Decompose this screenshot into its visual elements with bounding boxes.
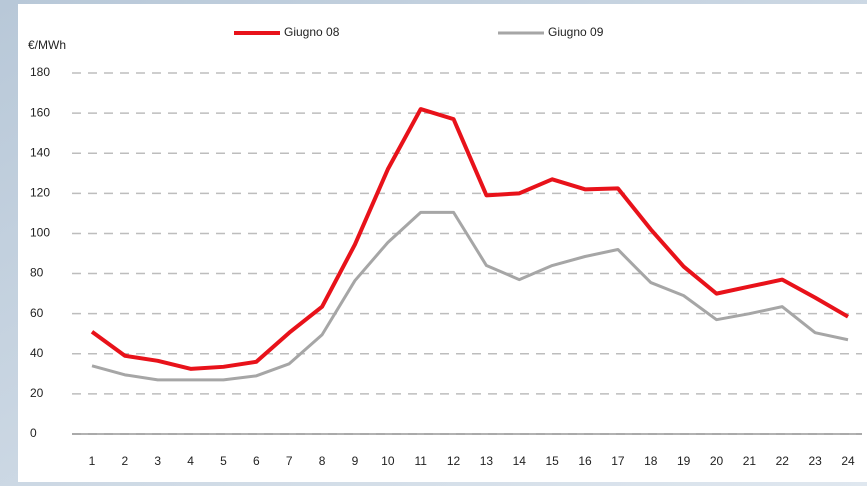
y-axis-label: €/MWh [28,38,66,52]
x-tick-label: 1 [89,454,96,468]
x-tick-label: 22 [776,454,790,468]
y-tick-label: 140 [30,145,50,159]
x-tick-label: 2 [122,454,129,468]
x-tick-label: 13 [480,454,494,468]
y-tick-label: 80 [30,266,44,280]
series-line [90,107,850,371]
x-tick-label: 4 [187,454,194,468]
x-tick-label: 10 [381,454,395,468]
x-tick-label: 12 [447,454,461,468]
x-tick-label: 24 [841,454,855,468]
panel [18,4,867,482]
x-tick-label: 6 [253,454,260,468]
y-tick-label: 160 [30,105,50,119]
x-tick-label: 9 [352,454,359,468]
x-tick-label: 17 [611,454,625,468]
y-tick-label: 100 [30,226,50,240]
x-tick-label: 19 [677,454,691,468]
x-tick-label: 8 [319,454,326,468]
legend-label: Giugno 08 [284,25,340,39]
x-tick-label: 18 [644,454,658,468]
x-tick-label: 15 [545,454,559,468]
x-tick-label: 5 [220,454,227,468]
y-tick-label: 0 [30,426,37,440]
x-tick-label: 16 [578,454,592,468]
x-tick-label: 3 [154,454,161,468]
y-tick-label: 180 [30,65,50,79]
x-tick-label: 23 [808,454,822,468]
y-tick-label: 120 [30,186,50,200]
x-tick-label: 7 [286,454,293,468]
x-tick-label: 11 [414,454,427,468]
y-tick-label: 40 [30,346,44,360]
y-tick-label: 20 [30,386,44,400]
legend-label: Giugno 09 [548,25,604,39]
x-tick-label: 21 [743,454,757,468]
y-tick-label: 60 [30,306,44,320]
x-tick-label: 14 [513,454,527,468]
series-line [91,210,849,382]
x-tick-label: 20 [710,454,724,468]
